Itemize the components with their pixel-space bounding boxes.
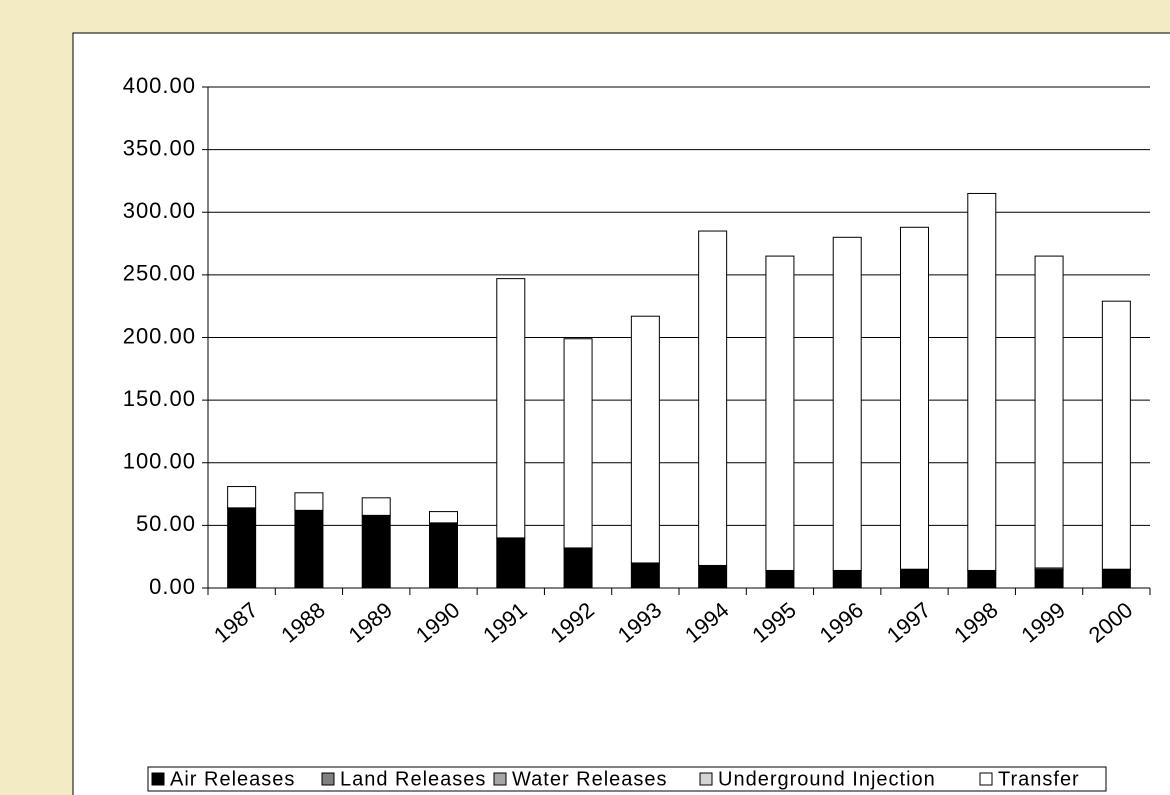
bar-segment <box>900 568 929 589</box>
bar-segment <box>1034 255 1064 569</box>
bar-segment <box>361 514 391 589</box>
legend-label: Land Releases <box>340 768 486 790</box>
bar-segment <box>429 511 458 524</box>
bar-segment <box>563 547 593 589</box>
legend-box <box>147 766 1107 792</box>
bar-segment <box>765 255 795 571</box>
y-tick-label: 350.00 <box>123 135 196 160</box>
bar-segment <box>630 562 660 589</box>
bar-segment <box>967 569 997 589</box>
y-tick-label: 200.00 <box>123 323 196 348</box>
y-tick-label: 100.00 <box>123 449 196 474</box>
bar-segment <box>832 569 862 589</box>
legend-label: Water Releases <box>512 768 668 790</box>
y-tick-label: 0.00 <box>149 574 196 599</box>
y-tick-label: 150.00 <box>123 386 196 411</box>
bar-segment <box>1101 300 1131 570</box>
bar-segment <box>294 509 324 589</box>
legend-label: Underground Injection <box>718 768 936 790</box>
bar-segment <box>832 236 862 571</box>
legend-label: Air Releases <box>170 768 295 790</box>
bar-segment <box>227 507 257 589</box>
y-tick-label: 300.00 <box>123 198 196 223</box>
legend-swatch <box>699 772 713 786</box>
bar-segment <box>1101 568 1131 589</box>
legend-swatch <box>151 772 165 786</box>
bar-segment <box>227 486 257 509</box>
bar-segment <box>563 338 593 549</box>
bar-segment <box>630 315 660 564</box>
legend-label: Transfer <box>998 768 1080 790</box>
bar-segment <box>429 522 458 589</box>
chart-panel <box>72 32 1170 795</box>
y-tick-label: 250.00 <box>123 261 196 286</box>
legend-swatch <box>979 772 993 786</box>
bar-segment <box>698 230 728 566</box>
legend-swatch <box>321 772 335 786</box>
bar-segment <box>361 497 391 516</box>
legend-swatch <box>493 772 507 786</box>
bar-segment <box>967 192 997 571</box>
bar-segment <box>496 537 526 589</box>
y-tick-label: 50.00 <box>136 511 196 536</box>
bar-segment <box>900 226 929 570</box>
bar-segment <box>698 564 728 589</box>
bar-segment <box>765 569 795 589</box>
bar-segment <box>1034 569 1064 589</box>
y-tick-label: 400.00 <box>123 73 196 98</box>
bar-segment <box>294 492 324 511</box>
bar-segment <box>496 278 526 539</box>
